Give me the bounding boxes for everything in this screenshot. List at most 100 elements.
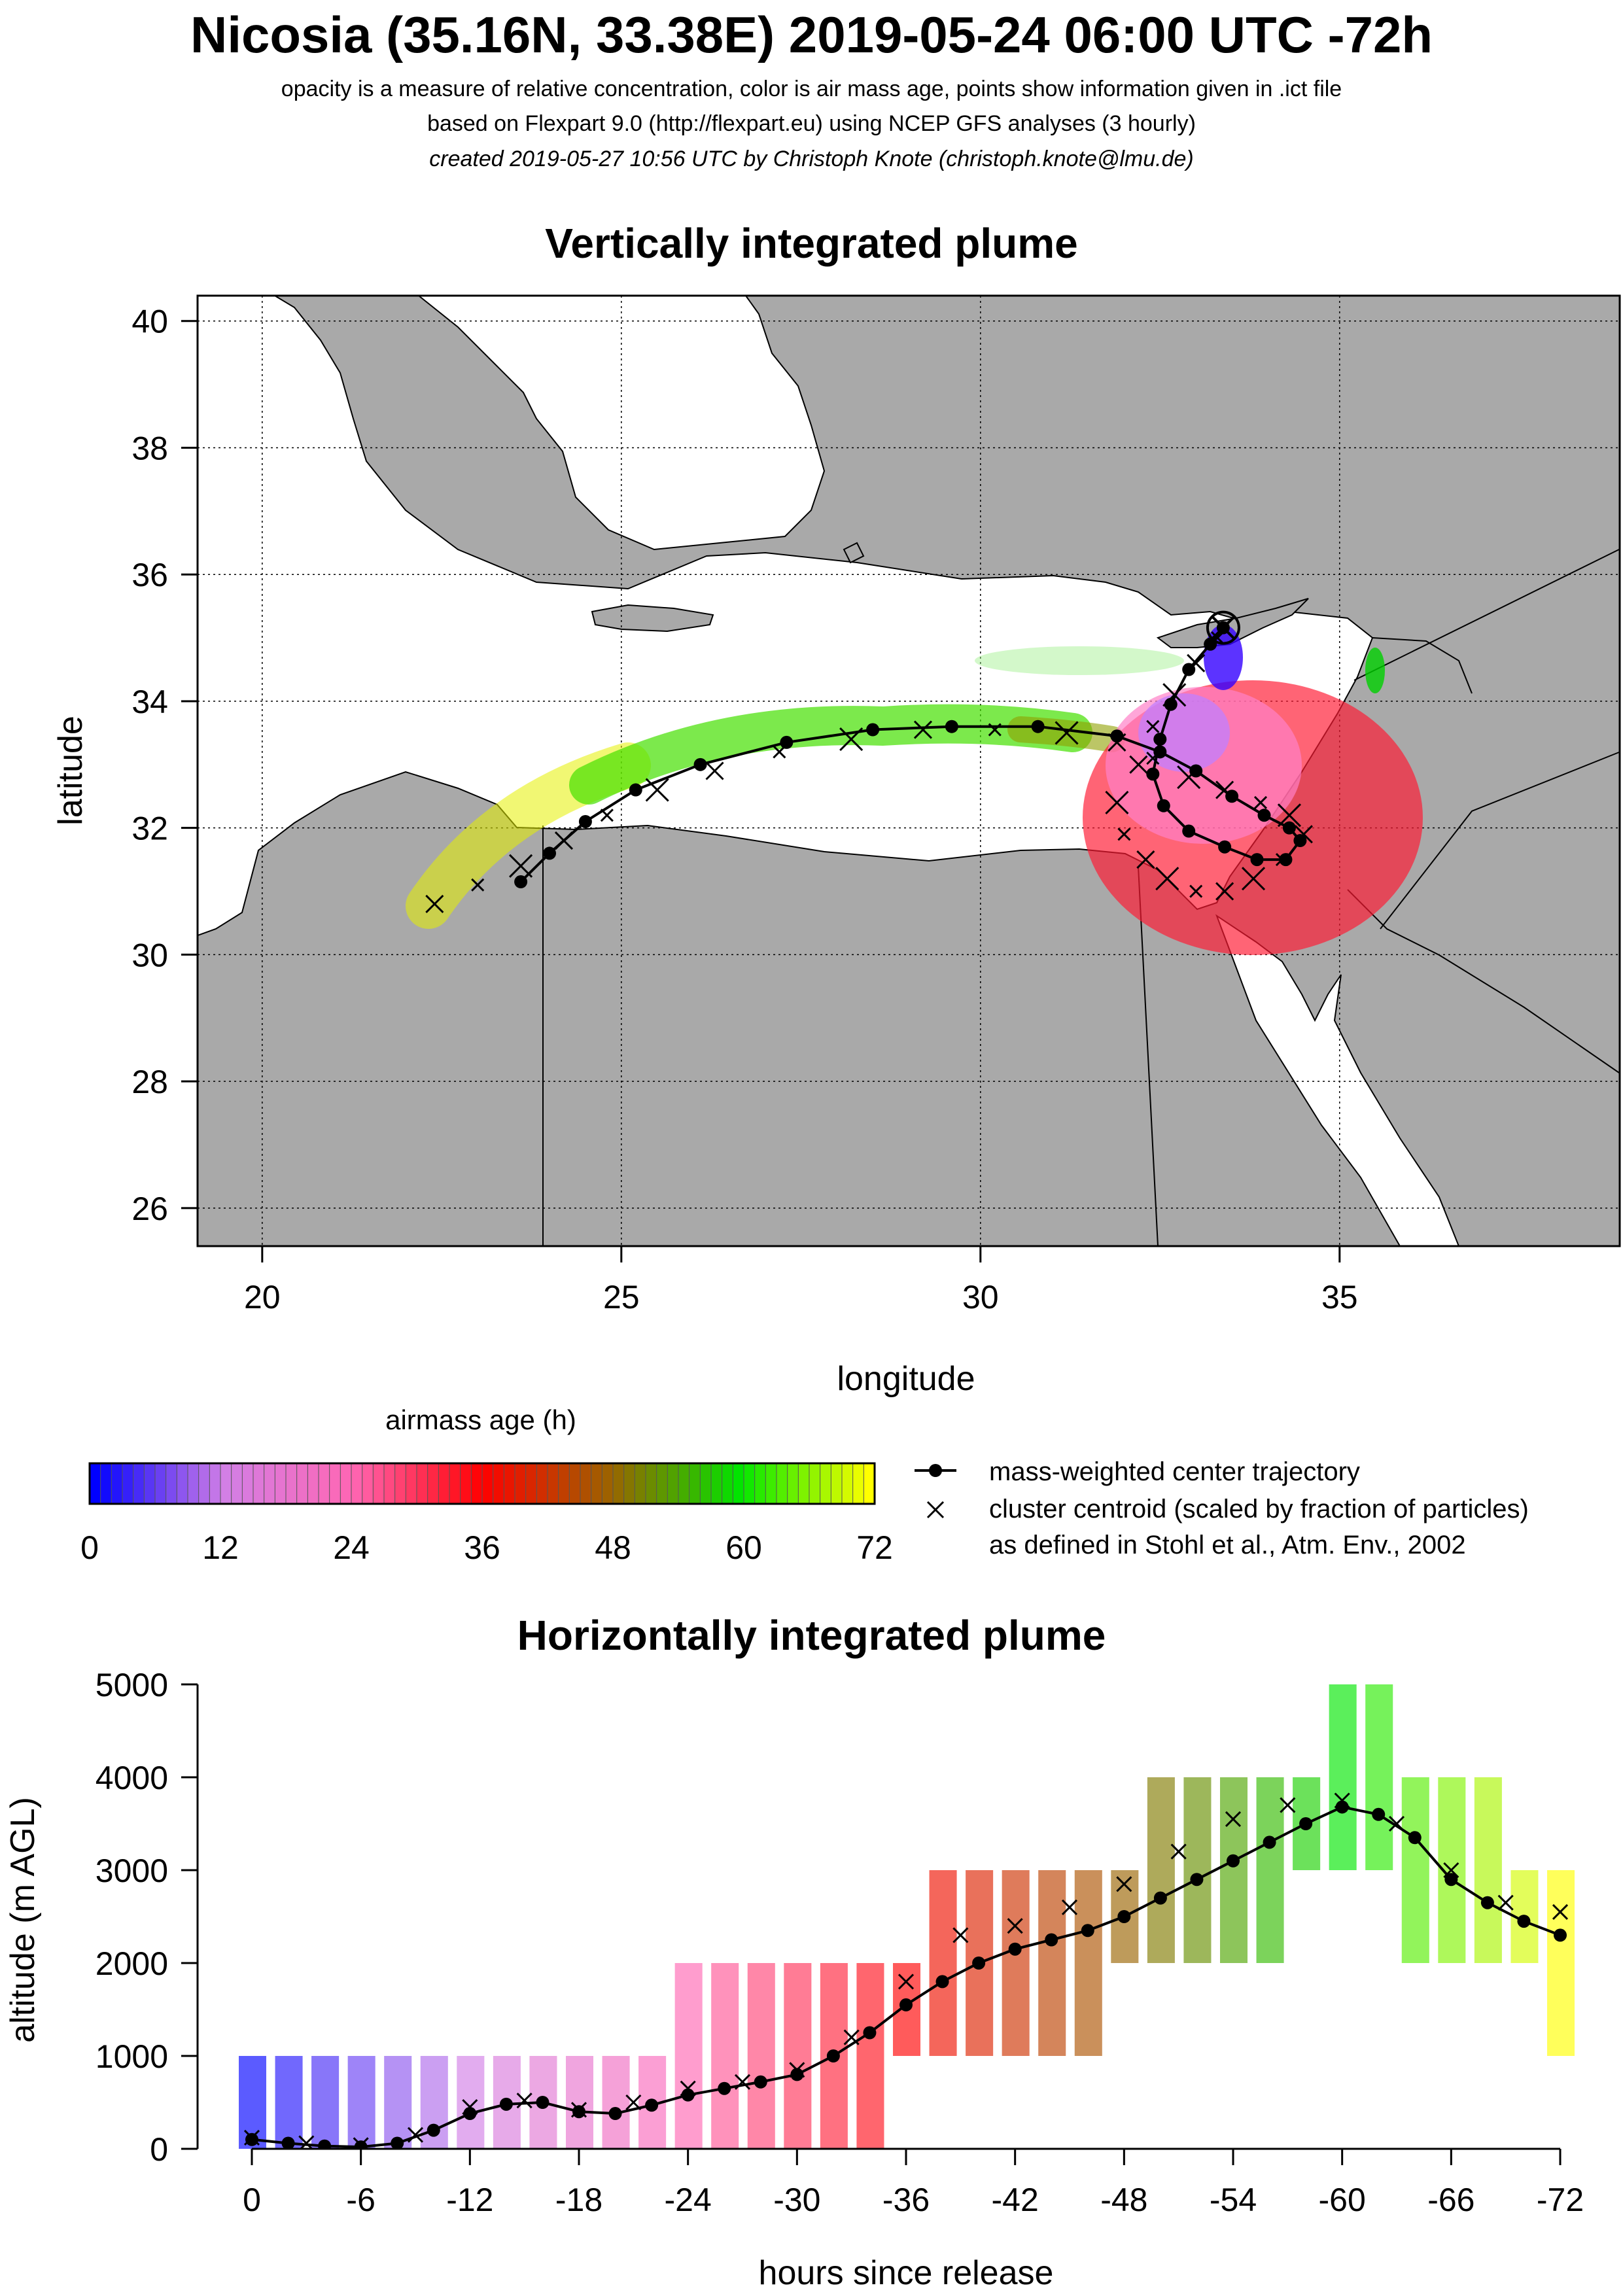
profile-plume-block [1401,1777,1429,1963]
map-x-axis-label: longitude [837,1360,975,1398]
profile-plume-block [929,1870,957,2056]
map-cluster-point [705,761,724,780]
colorbar-cell [514,1463,527,1505]
colorbar-tick-label: 60 [725,1529,762,1566]
colorbar-cell [231,1463,243,1505]
profile-plume-block [1547,1870,1575,2056]
profile-plume-block [602,2056,630,2149]
colorbar-cell [776,1463,788,1505]
colorbar-tick-label: 24 [333,1529,370,1566]
map-cluster-point [1136,850,1155,869]
profile-plume-block [1365,1684,1393,1870]
map-center-point [1153,745,1167,759]
colorbar-tick-label: 72 [856,1529,893,1566]
profile-plume-block [1002,1870,1030,2056]
profile-plume-block [856,1963,884,2149]
map-center-point [866,723,880,737]
profile-plume-block [1074,1870,1102,2056]
map-y-axis-label: latitude [52,716,90,826]
colorbar-cell [820,1463,832,1505]
colorbar-tick-label: 12 [202,1529,239,1566]
colorbar-cell [427,1463,440,1505]
colorbar-cell [667,1463,679,1505]
map-y-axis: 26 28 30 32 34 36 38 40 [131,304,198,1227]
profile-y-tick-label: 1000 [96,2038,168,2075]
profile-center-point [826,2049,840,2062]
profile-center-point [354,2140,368,2149]
profile-center-point [645,2098,659,2112]
profile-center-point [972,1957,986,1970]
colorbar-cell [187,1463,200,1505]
map-center-point [1031,720,1045,733]
profile-plume-block [929,1870,957,2056]
legend-cluster-label: cluster centroid (scaled by fraction of … [989,1495,1529,1523]
map-cluster-point [1189,884,1203,898]
plume-green-coast [1365,648,1385,693]
colorbar-cell [449,1463,461,1505]
profile-plume-block [1220,1777,1248,1963]
colorbar-cell [405,1463,417,1505]
map-cluster-point [1155,867,1179,891]
profile-center-point [391,2136,404,2149]
map-center-trajectory [514,621,1307,889]
legend-cluster-cross [926,1501,945,1519]
profile-plume-block [275,2056,303,2149]
map-y-tick-label: 26 [131,1191,168,1227]
profile-x-tick-label: -36 [882,2182,930,2218]
map-y-tick-label: 30 [131,937,168,973]
colorbar-frame [88,1462,876,1505]
colorbar-cell [841,1463,854,1505]
profile-cluster-point [1552,1904,1569,1920]
profile-cluster-point [952,1927,969,1943]
map-cluster-point [645,778,669,802]
profile-x-tick-label: -48 [1100,2182,1147,2218]
profile-plume-block [457,2056,485,2149]
profile-x-tick-label: 0 [243,2182,261,2218]
profile-plume-block [1401,1777,1429,1963]
colorbar-cell [536,1463,548,1505]
profile-plume-block [711,1963,739,2149]
profile-x-tick-label: -42 [992,2182,1039,2218]
colorbar-cell [568,1463,581,1505]
profile-plume-block [1220,1777,1248,1963]
profile-y-axis: 0 1000 2000 3000 4000 5000 [96,1667,198,2168]
profile-plume-block [1038,1870,1066,2056]
profile-center-point [1117,1910,1131,1923]
map-center-point [629,783,642,797]
profile-plume-block [1038,1870,1066,2056]
colorbar-cell [340,1463,352,1505]
map-center-point [543,846,557,860]
colorbar-cell [765,1463,778,1505]
colorbar-cell [591,1463,603,1505]
legend-center-dot [929,1464,942,1477]
profile-plume-block [1547,1870,1575,2056]
profile-plume-block [347,2056,375,2149]
map-cluster-point [1055,721,1079,745]
profile-plume-block [1074,1870,1102,2056]
map-y-tick-label: 28 [131,1064,168,1100]
map-frame [196,294,1621,1247]
subtitle-line-1: opacity is a measure of relative concent… [281,77,1342,101]
colorbar-cell [296,1463,309,1505]
profile-center-point [1554,1928,1567,1942]
profile-x-tick-label: -24 [665,2182,712,2218]
map-cluster-point [1105,790,1129,814]
colorbar-cell [634,1463,646,1505]
map-cluster-point [1129,755,1148,774]
map-cluster-point [1215,882,1234,901]
profile-center-point [1372,1807,1386,1821]
profile-center-point [1444,1873,1458,1887]
map-y-tick-label: 32 [131,810,168,847]
profile-plume-block [1002,1870,1030,2056]
profile-x-tick-label: -54 [1210,2182,1257,2218]
colorbar-cell [198,1463,211,1505]
map-cluster-point [425,894,444,913]
profile-cluster-point [898,1974,915,1990]
profile-title: Horizontally integrated plume [517,1612,1106,1659]
colorbar-cell [209,1463,222,1505]
colorbar-cell [601,1463,614,1505]
crete-island [591,604,714,633]
map-center-point [945,720,958,733]
profile-plume-block [747,1963,775,2149]
